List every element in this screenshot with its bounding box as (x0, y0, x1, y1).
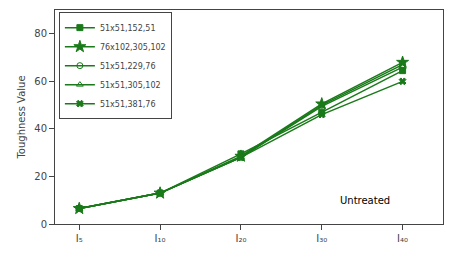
svg-text:76x102,305,102: 76x102,305,102 (100, 43, 166, 52)
svg-text:I₅: I₅ (76, 233, 83, 244)
svg-text:Untreated: Untreated (340, 195, 390, 206)
svg-text:I₃₀: I₃₀ (316, 233, 327, 244)
svg-text:40: 40 (34, 123, 47, 134)
svg-text:51x51,229,76: 51x51,229,76 (100, 62, 156, 71)
svg-text:20: 20 (34, 171, 47, 182)
svg-text:60: 60 (34, 76, 47, 87)
svg-text:0: 0 (41, 219, 47, 230)
svg-text:51x51,305,102: 51x51,305,102 (100, 81, 161, 90)
svg-text:Toughness Value: Toughness Value (16, 75, 27, 159)
svg-text:51x51,381,76: 51x51,381,76 (100, 100, 156, 109)
svg-text:I₁₀: I₁₀ (155, 233, 166, 244)
svg-text:I₄₀: I₄₀ (397, 233, 408, 244)
svg-text:80: 80 (34, 28, 47, 39)
svg-text:I₂₀: I₂₀ (235, 233, 246, 244)
svg-text:51x51,152,51: 51x51,152,51 (100, 24, 156, 33)
